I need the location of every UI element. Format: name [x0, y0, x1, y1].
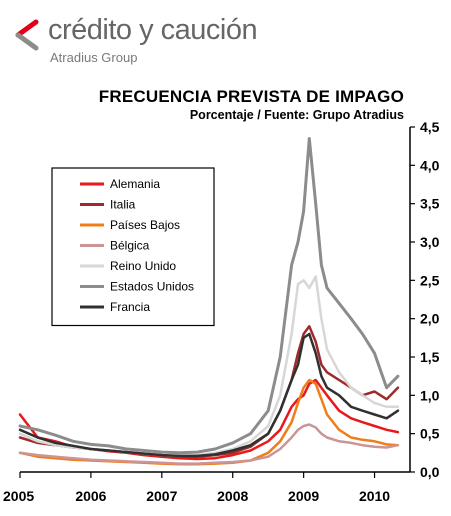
logo-chevron-upper — [15, 19, 39, 38]
legend-entry-label: Francia — [110, 300, 150, 314]
y-tick-label: 4,0 — [420, 157, 440, 173]
legend-entry-label: Países Bajos — [110, 218, 180, 232]
legend-entry-label: Reino Unido — [110, 259, 176, 273]
axes-layer: 0,0 0,5 1,0 1,5 2,0 2,5 3,0 3,5 4,0 4,5 2005 2006 20… — [3, 119, 440, 504]
brand-name: crédito y caución — [48, 14, 258, 46]
legend-box — [51, 167, 215, 327]
y-tick-label: 1,0 — [420, 387, 440, 403]
logo-chevron-lower — [15, 32, 39, 51]
y-tick-label: 2,5 — [420, 272, 440, 288]
series-line-francia — [18, 332, 400, 458]
series-line-belgica — [18, 423, 400, 465]
legend-entry-label: Italia — [110, 198, 136, 212]
series-line-estados-unidos — [18, 137, 400, 455]
y-tick-label: 3,0 — [420, 234, 440, 250]
legend-entry-label: Bélgica — [110, 239, 150, 253]
x-tick-label: 2008 — [217, 488, 248, 504]
chart-title: FRECUENCIA PREVISTA DE IMPAGO — [98, 87, 404, 106]
series-line-paises-bajos — [18, 378, 400, 466]
x-tick-label: 2005 — [3, 488, 34, 504]
legend-entry-label: Alemania — [110, 177, 160, 191]
brand-subname: Atradius Group — [50, 50, 138, 65]
brand-logo: crédito y caución Atradius Group — [10, 8, 310, 68]
legend: Alemania Italia Países Bajos Bélgica Reino U… — [51, 167, 215, 327]
legend-entry-label: Estados Unidos — [110, 280, 194, 294]
chevron-logo-icon — [15, 19, 39, 51]
series-layer — [18, 137, 400, 466]
x-tick-label: 2010 — [359, 488, 390, 504]
y-tick-label: 2,0 — [420, 311, 440, 327]
x-tick-label: 2006 — [75, 488, 106, 504]
series-line-italia — [18, 325, 400, 458]
y-tick-label: 0,0 — [420, 464, 440, 480]
chart-subtitle: Porcentaje / Fuente: Grupo Atradius — [189, 108, 404, 122]
x-tick-label: 2009 — [288, 488, 319, 504]
x-tick-label: 2007 — [146, 488, 177, 504]
y-tick-label: 0,5 — [420, 426, 440, 442]
y-tick-label: 1,5 — [420, 349, 440, 365]
y-tick-label: 4,5 — [420, 119, 440, 135]
y-tick-label: 3,5 — [420, 196, 440, 212]
